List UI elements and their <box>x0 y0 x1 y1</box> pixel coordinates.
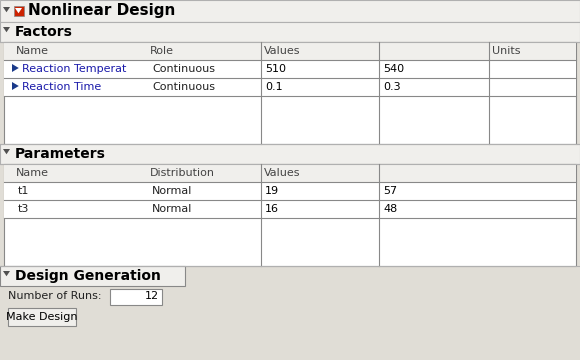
Text: Distribution: Distribution <box>150 168 215 178</box>
Bar <box>0 22 580 42</box>
Text: Continuous: Continuous <box>152 64 215 74</box>
Text: Make Design: Make Design <box>6 312 78 322</box>
Text: Units: Units <box>492 46 520 56</box>
Polygon shape <box>3 27 10 32</box>
Text: 540: 540 <box>383 64 404 74</box>
Text: 0.1: 0.1 <box>265 82 282 92</box>
Bar <box>0 266 185 286</box>
Text: Values: Values <box>264 168 300 178</box>
Bar <box>4 200 576 218</box>
Bar <box>110 289 162 305</box>
Polygon shape <box>3 7 10 12</box>
Text: Reaction Temperat: Reaction Temperat <box>22 64 126 74</box>
Bar <box>8 308 76 326</box>
Bar <box>4 42 576 60</box>
Bar <box>4 78 576 96</box>
Text: t1: t1 <box>18 186 30 196</box>
Text: Reaction Time: Reaction Time <box>22 82 102 92</box>
Text: Normal: Normal <box>152 204 193 214</box>
Text: Name: Name <box>16 168 49 178</box>
Text: 57: 57 <box>383 186 397 196</box>
Polygon shape <box>12 64 19 72</box>
Text: t3: t3 <box>18 204 30 214</box>
Text: Factors: Factors <box>15 25 73 39</box>
Text: Nonlinear Design: Nonlinear Design <box>28 4 175 18</box>
Text: Values: Values <box>264 46 300 56</box>
Text: Name: Name <box>16 46 49 56</box>
Text: 12: 12 <box>145 291 159 301</box>
Text: Design Generation: Design Generation <box>15 269 161 283</box>
Bar <box>14 6 24 16</box>
Bar <box>0 0 580 22</box>
Bar <box>4 42 576 144</box>
Text: Role: Role <box>150 46 174 56</box>
Text: Parameters: Parameters <box>15 147 106 161</box>
Bar <box>4 164 576 266</box>
Text: Normal: Normal <box>152 186 193 196</box>
Text: 16: 16 <box>265 204 279 214</box>
Bar <box>4 182 576 200</box>
Bar <box>0 144 580 164</box>
Text: 19: 19 <box>265 186 279 196</box>
Bar <box>4 164 576 182</box>
Bar <box>4 60 576 78</box>
Text: 510: 510 <box>265 64 286 74</box>
Text: 0.3: 0.3 <box>383 82 401 92</box>
Polygon shape <box>3 149 10 154</box>
Polygon shape <box>15 8 22 13</box>
Text: Continuous: Continuous <box>152 82 215 92</box>
Text: 48: 48 <box>383 204 397 214</box>
Polygon shape <box>3 271 10 276</box>
Text: Number of Runs:: Number of Runs: <box>8 291 101 301</box>
Polygon shape <box>12 82 19 90</box>
